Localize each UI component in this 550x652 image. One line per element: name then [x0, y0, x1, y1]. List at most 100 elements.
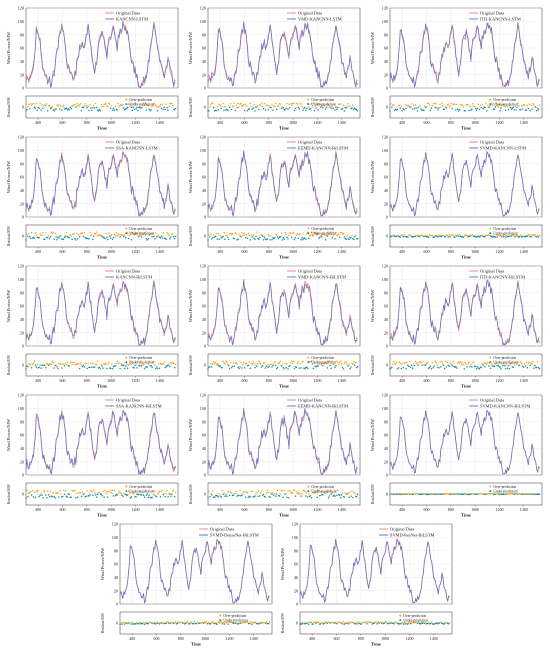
- over-prediction-point: [310, 231, 313, 234]
- x-tick-label: 1400: [156, 378, 164, 383]
- under-prediction-point: [78, 367, 81, 370]
- under-prediction-point: [488, 106, 490, 109]
- over-prediction-point: [456, 234, 459, 236]
- over-prediction-point: [352, 363, 354, 365]
- under-prediction-point: [455, 365, 457, 368]
- under-prediction-point: [504, 364, 506, 367]
- legend-swatch-over: [489, 227, 492, 230]
- over-prediction-point: [333, 103, 335, 105]
- under-prediction-point: [496, 236, 498, 238]
- over-prediction-point: [152, 490, 154, 492]
- under-prediction-point: [511, 107, 514, 110]
- x-tick-label: 800: [84, 120, 90, 125]
- over-prediction-point: [162, 231, 165, 234]
- over-prediction-point: [127, 103, 130, 106]
- under-prediction-point: [26, 108, 28, 111]
- over-prediction-point: [223, 232, 225, 234]
- under-prediction-point: [457, 110, 460, 112]
- under-prediction-point: [88, 109, 90, 112]
- over-prediction-point: [235, 361, 237, 364]
- under-prediction-point: [438, 366, 440, 369]
- legend-label-model: SVMD-KANCNN-BiLSTM: [480, 404, 530, 409]
- under-prediction-point: [353, 238, 355, 241]
- under-prediction-point: [271, 238, 273, 241]
- under-prediction-point: [101, 494, 103, 497]
- over-prediction-point: [442, 234, 445, 236]
- over-prediction-point: [409, 234, 412, 236]
- y-tick-label: 120: [200, 6, 206, 11]
- over-prediction-point: [91, 234, 93, 236]
- over-prediction-point: [84, 103, 87, 105]
- over-prediction-point: [349, 491, 351, 494]
- under-prediction-point: [514, 236, 516, 238]
- y-tick-label: 40: [202, 59, 206, 64]
- y-tick-label: 0: [296, 602, 298, 607]
- over-prediction-point: [404, 362, 406, 364]
- under-prediction-point: [373, 622, 376, 624]
- under-prediction-point: [207, 368, 209, 370]
- over-prediction-point: [401, 621, 404, 624]
- under-prediction-point: [215, 109, 218, 112]
- over-prediction-point: [412, 362, 415, 365]
- under-prediction-point: [223, 109, 225, 112]
- over-prediction-point: [333, 364, 335, 366]
- under-prediction-point: [214, 235, 217, 238]
- x-tick-label: 1200: [131, 120, 139, 125]
- x-tick-label: 600: [241, 507, 247, 512]
- over-prediction-point: [50, 363, 53, 366]
- under-prediction-point: [353, 364, 356, 366]
- over-prediction-point: [28, 103, 30, 105]
- under-prediction-point: [167, 109, 169, 111]
- under-prediction-point: [222, 493, 224, 496]
- legend-label-model: KANCNN-LSTM: [116, 17, 148, 22]
- y-tick-label: 100: [18, 19, 24, 24]
- under-prediction-point: [400, 367, 403, 370]
- under-prediction-point: [474, 107, 477, 110]
- over-prediction-point: [515, 234, 517, 236]
- under-prediction-point: [309, 494, 312, 497]
- under-prediction-point: [480, 106, 482, 109]
- over-prediction-point: [77, 234, 80, 236]
- over-prediction-point: [395, 361, 398, 364]
- over-prediction-point: [150, 233, 152, 235]
- under-prediction-point: [48, 237, 51, 240]
- over-prediction-point: [31, 363, 34, 366]
- over-prediction-point: [392, 363, 394, 365]
- over-prediction-point: [488, 105, 491, 107]
- over-prediction-point: [171, 490, 174, 492]
- over-prediction-point: [253, 362, 255, 365]
- under-prediction-point: [76, 496, 79, 498]
- legend-label-over: Over-prediction: [403, 614, 426, 618]
- under-prediction-point: [434, 106, 436, 109]
- over-prediction-point: [143, 232, 146, 234]
- over-prediction-point: [219, 104, 221, 106]
- over-prediction-point: [304, 490, 306, 493]
- under-prediction-point: [131, 109, 134, 112]
- over-prediction-point: [258, 490, 260, 492]
- over-prediction-point: [479, 104, 482, 107]
- under-prediction-point: [371, 623, 374, 625]
- under-prediction-point: [228, 106, 231, 108]
- chart-panel: 0 20 40 60 80 100 120 Wind Power/MW Original Dat…: [98, 520, 276, 647]
- under-prediction-point: [104, 237, 106, 240]
- legend-label-over: Over-prediction: [129, 98, 152, 102]
- under-prediction-point: [348, 496, 350, 498]
- over-prediction-point: [250, 105, 253, 108]
- over-prediction-point: [76, 102, 78, 105]
- under-prediction-point: [484, 235, 486, 238]
- under-prediction-point: [410, 364, 413, 367]
- under-prediction-point: [166, 107, 168, 109]
- under-prediction-point: [138, 623, 140, 625]
- over-prediction-point: [281, 489, 284, 491]
- under-prediction-point: [124, 236, 127, 239]
- chart-panel: 0 20 40 60 80 100 120 Wind Power/MW Original Dat…: [4, 391, 182, 518]
- under-prediction-point: [444, 235, 447, 238]
- y-tick-label: 60: [20, 433, 24, 438]
- under-prediction-point: [233, 365, 236, 367]
- legend-label-under: Under-prediction: [311, 490, 336, 494]
- under-prediction-point: [334, 109, 336, 111]
- over-prediction-point: [347, 102, 349, 105]
- over-prediction-point: [122, 103, 124, 106]
- over-prediction-point: [61, 105, 64, 108]
- over-prediction-point: [168, 363, 170, 366]
